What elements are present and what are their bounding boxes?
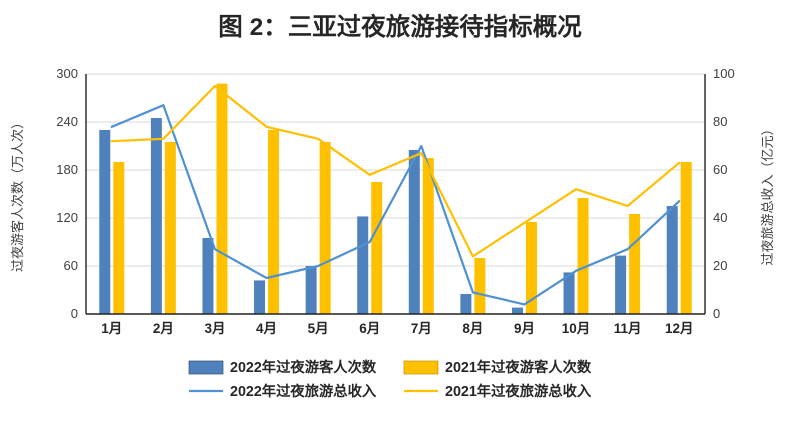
svg-text:3月: 3月 (204, 321, 225, 336)
svg-text:300: 300 (56, 66, 78, 81)
svg-text:11月: 11月 (614, 321, 642, 336)
svg-text:6月: 6月 (359, 321, 380, 336)
svg-text:2022年过夜游客人次数: 2022年过夜游客人次数 (230, 358, 377, 376)
svg-text:过夜游客人次数（万人次）: 过夜游客人次数（万人次） (10, 116, 25, 272)
svg-text:12月: 12月 (665, 321, 694, 336)
svg-text:9月: 9月 (514, 321, 535, 336)
svg-text:2月: 2月 (153, 321, 174, 336)
svg-text:10月: 10月 (562, 321, 591, 336)
svg-text:2022年过夜旅游总收入: 2022年过夜旅游总收入 (230, 382, 377, 400)
svg-text:60: 60 (713, 162, 727, 177)
svg-text:过夜旅游总收入（亿元）: 过夜旅游总收入（亿元） (760, 122, 775, 265)
svg-text:80: 80 (713, 114, 727, 129)
svg-text:20: 20 (713, 258, 727, 273)
svg-text:100: 100 (713, 66, 735, 81)
svg-text:120: 120 (56, 210, 78, 225)
svg-text:2021年过夜游客人次数: 2021年过夜游客人次数 (445, 358, 592, 376)
svg-text:7月: 7月 (411, 321, 432, 336)
svg-text:40: 40 (713, 210, 727, 225)
svg-text:图 2：三亚过夜旅游接待指标概况: 图 2：三亚过夜旅游接待指标概况 (218, 12, 582, 41)
svg-text:5月: 5月 (308, 321, 329, 336)
svg-text:60: 60 (64, 258, 78, 273)
svg-text:240: 240 (56, 114, 78, 129)
svg-text:180: 180 (56, 162, 78, 177)
svg-text:1月: 1月 (101, 321, 122, 336)
svg-text:0: 0 (713, 306, 720, 321)
svg-text:4月: 4月 (256, 321, 277, 336)
svg-text:8月: 8月 (462, 321, 483, 336)
svg-text:2021年过夜旅游总收入: 2021年过夜旅游总收入 (445, 382, 592, 400)
svg-text:0: 0 (71, 306, 78, 321)
